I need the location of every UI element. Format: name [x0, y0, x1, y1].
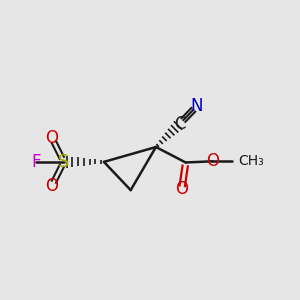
Text: S: S: [58, 153, 70, 171]
Text: O: O: [175, 180, 188, 198]
Text: CH₃: CH₃: [238, 154, 264, 168]
Text: F: F: [32, 153, 41, 171]
Text: C: C: [174, 115, 185, 133]
Text: O: O: [45, 177, 58, 195]
Text: O: O: [206, 152, 219, 170]
Text: O: O: [45, 129, 58, 147]
Text: N: N: [191, 97, 203, 115]
